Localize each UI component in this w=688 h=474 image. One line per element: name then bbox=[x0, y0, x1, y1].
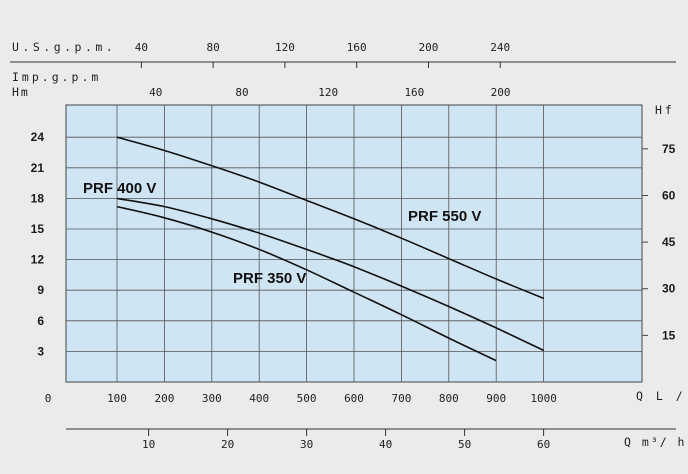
tick-label-hm: 12 bbox=[31, 253, 45, 267]
axes bbox=[10, 61, 676, 436]
tick-label-hf: 75 bbox=[662, 142, 676, 156]
tick-label-q-lmin: 800 bbox=[439, 392, 459, 405]
tick-label-hm: 9 bbox=[37, 283, 44, 297]
series-label-prf-550-v: PRF 550 V bbox=[408, 208, 481, 225]
tick-label-us-gpm: 160 bbox=[347, 41, 367, 54]
tick-label-hf: 60 bbox=[662, 188, 676, 202]
curve-prf-350-v bbox=[116, 205, 497, 362]
curves bbox=[116, 136, 544, 362]
tick-label-imp-gpm: 120 bbox=[318, 86, 338, 99]
tick-label-q-lmin: 100 bbox=[107, 392, 127, 405]
tick-label-q-m3h: 50 bbox=[458, 438, 471, 451]
grid bbox=[66, 105, 642, 382]
curve-prf-550-v bbox=[116, 136, 544, 300]
tick-label-hm: 6 bbox=[37, 314, 44, 328]
tick-label-q-lmin: 300 bbox=[202, 392, 222, 405]
tick-label-imp-gpm: 200 bbox=[491, 86, 511, 99]
tick-label-q-m3h: 10 bbox=[142, 438, 155, 451]
tick-label-q-m3h: 20 bbox=[221, 438, 234, 451]
tick-label-q-lmin: 700 bbox=[391, 392, 411, 405]
tick-label-hf: 45 bbox=[662, 235, 676, 249]
series-label-prf-350-v: PRF 350 V bbox=[233, 270, 306, 287]
tick-label-q-lmin: 500 bbox=[297, 392, 317, 405]
tick-label-us-gpm: 40 bbox=[135, 41, 148, 54]
tick-label-hm: 3 bbox=[37, 344, 44, 358]
tick-label-imp-gpm: 160 bbox=[404, 86, 424, 99]
tick-label-hm: 15 bbox=[31, 222, 45, 236]
tick-label-q-lmin: 900 bbox=[486, 392, 506, 405]
us-gpm-axis-label: U.S.g.p.m. bbox=[12, 40, 116, 54]
tick-label-hm: 21 bbox=[31, 161, 45, 175]
tick-label-imp-gpm: 80 bbox=[235, 86, 248, 99]
tick-label-q-lmin: 400 bbox=[249, 392, 269, 405]
tick-label-hf: 15 bbox=[662, 328, 676, 342]
q-lmin-axis-label: Q L / 1 bbox=[636, 389, 688, 403]
q-m3h-axis-label: Q m³/ h bbox=[624, 435, 686, 449]
tick-label-q-lmin: 0 bbox=[45, 392, 52, 405]
tick-label-us-gpm: 240 bbox=[490, 41, 510, 54]
tick-label-hf: 30 bbox=[662, 282, 676, 296]
tick-labels: 0 100 200 300 400 500 600 700 800 900 1000 3 6 9 12 15 1… bbox=[31, 41, 676, 451]
tick-label-us-gpm: 80 bbox=[207, 41, 220, 54]
tick-label-q-lmin: 600 bbox=[344, 392, 364, 405]
tick-label-q-lmin: 200 bbox=[154, 392, 174, 405]
series-label-prf-400-v: PRF 400 V bbox=[83, 180, 156, 197]
right-y-axis-label: Hf bbox=[655, 103, 675, 117]
tick-label-q-m3h: 40 bbox=[379, 438, 392, 451]
tick-label-imp-gpm: 40 bbox=[149, 86, 162, 99]
tick-label-hm: 18 bbox=[31, 191, 45, 205]
tick-label-q-m3h: 60 bbox=[537, 438, 550, 451]
tick-label-hm: 24 bbox=[31, 130, 45, 144]
tick-label-q-m3h: 30 bbox=[300, 438, 313, 451]
tick-label-us-gpm: 200 bbox=[419, 41, 439, 54]
left-y-axis-label: Hm bbox=[12, 85, 30, 99]
imp-gpm-axis-label: Imp.g.p.m bbox=[12, 70, 101, 84]
tick-label-q-lmin: 1000 bbox=[530, 392, 557, 405]
curve-prf-400-v bbox=[116, 197, 544, 352]
tick-label-us-gpm: 120 bbox=[275, 41, 295, 54]
